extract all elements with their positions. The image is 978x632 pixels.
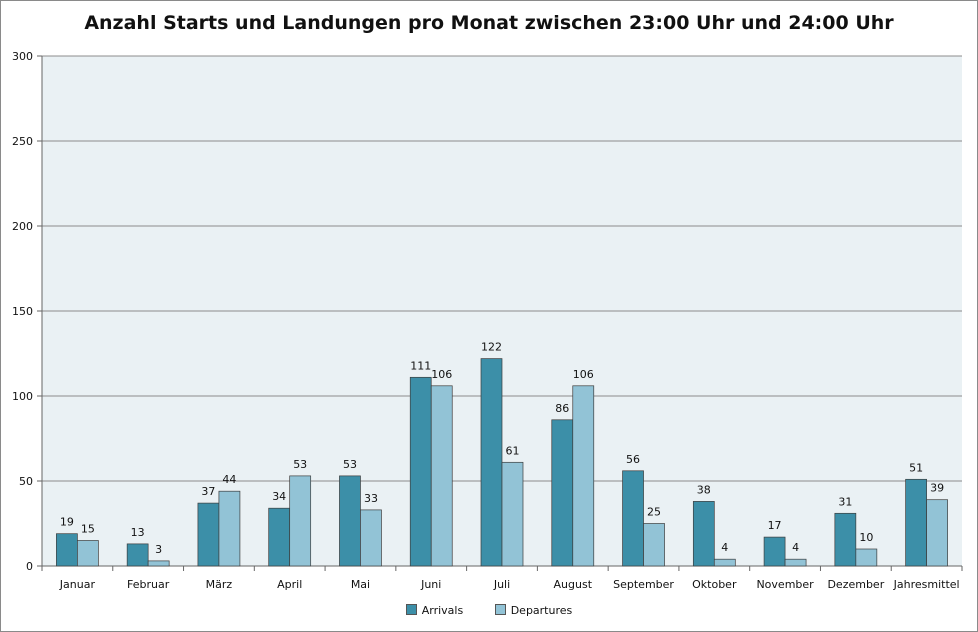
data-label-departures: 4: [792, 541, 799, 554]
chart-title: Anzahl Starts und Landungen pro Monat zw…: [84, 12, 894, 34]
x-tick-label: Oktober: [692, 578, 737, 591]
bar-arrivals: [551, 419, 574, 567]
data-label-arrivals: 37: [201, 485, 215, 498]
data-label-departures: 61: [506, 444, 520, 457]
data-label-arrivals: 56: [626, 453, 640, 466]
x-tick-label: September: [613, 578, 674, 591]
data-label-departures: 33: [364, 492, 378, 505]
legend-swatch-departures: [494, 604, 506, 615]
bar-arrivals: [905, 478, 927, 567]
x-tick-label: Mai: [351, 578, 370, 591]
bar-arrivals: [56, 533, 78, 567]
bar-arrivals: [692, 501, 715, 567]
data-label-departures: 10: [859, 531, 873, 544]
data-label-departures: 3: [155, 543, 162, 556]
bar-arrivals: [409, 376, 432, 567]
data-label-departures: 4: [721, 541, 728, 554]
data-label-arrivals: 13: [131, 526, 145, 539]
bars: [56, 358, 948, 567]
data-label-departures: 53: [293, 458, 307, 471]
legend-item-departures: Departures: [494, 604, 573, 617]
y-tick-label: 100: [12, 390, 33, 403]
bar-arrivals: [834, 512, 857, 567]
data-label-arrivals: 111: [410, 359, 431, 372]
x-tick-label: Dezember: [827, 578, 884, 591]
y-tick-label: 200: [12, 220, 33, 233]
legend-label-departures: Departures: [510, 604, 573, 617]
bar-departures: [855, 548, 878, 567]
y-axis: 0 50 100 150 200 250 300: [12, 50, 43, 573]
bar-departures: [147, 560, 170, 567]
x-tick-label: Januar: [59, 578, 96, 591]
data-label-departures: 25: [647, 506, 661, 519]
y-tick-label: 300: [12, 50, 33, 63]
bar-departures: [501, 461, 524, 567]
bar-arrivals: [126, 543, 149, 567]
bar-arrivals: [197, 502, 220, 567]
data-label-arrivals: 19: [60, 516, 74, 529]
bar-departures: [360, 509, 382, 567]
y-tick-label: 50: [19, 475, 33, 488]
y-tick-label: 250: [12, 135, 33, 148]
x-tick-label: März: [206, 578, 233, 591]
bar-departures: [289, 475, 312, 567]
data-label-arrivals: 38: [697, 483, 711, 496]
y-tick-label: 150: [12, 305, 33, 318]
legend-item-arrivals: Arrivals: [405, 604, 464, 617]
data-label-departures: 39: [930, 482, 944, 495]
bar-arrivals: [763, 536, 786, 567]
bar-departures: [77, 540, 99, 567]
bar-departures: [572, 385, 595, 567]
bar-departures: [430, 385, 453, 567]
x-tick-label: August: [554, 578, 593, 591]
legend-label-arrivals: Arrivals: [421, 604, 464, 617]
bar-arrivals: [339, 475, 361, 567]
x-tick-label: April: [277, 578, 302, 591]
data-label-arrivals: 86: [555, 402, 569, 415]
x-tick-label: Juni: [420, 578, 441, 591]
data-label-arrivals: 31: [838, 495, 852, 508]
data-label-arrivals: 122: [481, 341, 502, 354]
x-tick-label: Jahresmittel: [893, 578, 960, 591]
bar-departures: [643, 523, 665, 567]
bar-arrivals: [480, 358, 503, 567]
bar-departures: [784, 558, 807, 567]
y-tick-label: 0: [26, 560, 33, 573]
data-label-arrivals: 51: [909, 461, 923, 474]
bar-arrivals: [268, 507, 291, 567]
bar-departures: [218, 490, 241, 567]
bar-departures: [926, 499, 948, 567]
data-label-arrivals: 34: [272, 490, 286, 503]
x-tick-label: Februar: [127, 578, 170, 591]
bar-departures: [713, 558, 736, 567]
data-label-departures: 44: [222, 473, 236, 486]
data-label-arrivals: 53: [343, 458, 357, 471]
data-label-departures: 106: [431, 368, 452, 381]
x-axis: Januar Februar März April Mai Juni Juli August S…: [41, 565, 963, 591]
x-tick-label: Juli: [493, 578, 510, 591]
bar-arrivals: [622, 470, 644, 567]
legend: Arrivals Departures: [0, 604, 978, 617]
data-label-arrivals: 17: [768, 519, 782, 532]
legend-swatch-arrivals: [405, 604, 417, 615]
x-tick-label: November: [756, 578, 814, 591]
data-label-departures: 106: [573, 368, 594, 381]
data-label-departures: 15: [81, 523, 95, 536]
